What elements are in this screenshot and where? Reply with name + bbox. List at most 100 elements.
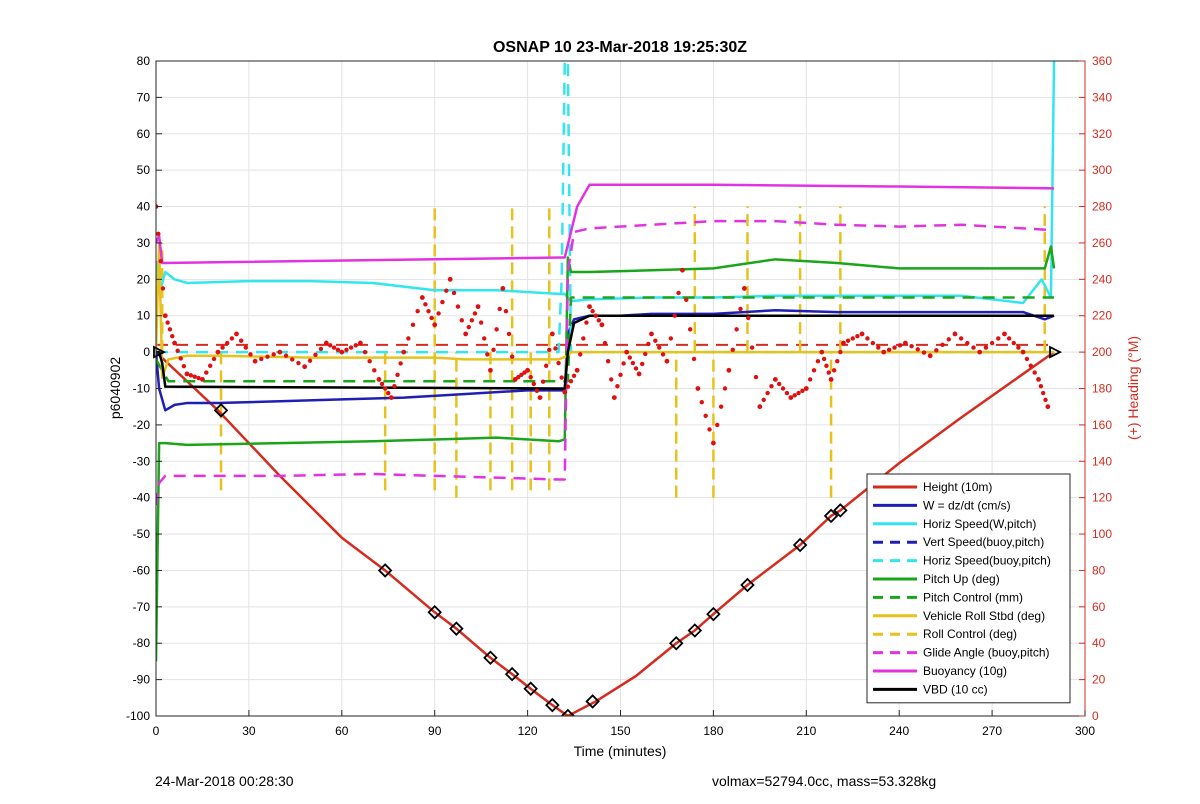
heading-point xyxy=(699,399,704,405)
dive-marker xyxy=(668,635,684,651)
heading-point xyxy=(331,345,337,350)
heading-point xyxy=(475,304,481,310)
series-line-1 xyxy=(156,309,1055,412)
heading-point xyxy=(220,345,225,350)
heading-point xyxy=(559,375,564,380)
heading-point xyxy=(965,340,970,346)
y2-tick-label: 0 xyxy=(1092,709,1099,723)
heading-point xyxy=(800,388,805,393)
heading-point xyxy=(855,333,860,339)
y-tick-label: -50 xyxy=(133,527,151,541)
heading-point xyxy=(897,343,903,348)
legend-label: Pitch Up (deg) xyxy=(923,572,1000,586)
heading-point xyxy=(1043,397,1048,403)
heading-point xyxy=(415,308,420,314)
dive-marker xyxy=(687,623,703,638)
legend-label: Horiz Speed(buoy,pitch) xyxy=(923,554,1051,568)
heading-point xyxy=(881,349,887,355)
heading-point xyxy=(859,331,865,337)
heading-point xyxy=(388,395,394,400)
y-tick-label: -100 xyxy=(126,709,150,723)
series-line-0 xyxy=(156,351,1055,716)
heading-point xyxy=(574,367,580,373)
heading-point xyxy=(398,361,403,366)
heading-point xyxy=(259,356,264,362)
heading-point xyxy=(803,386,809,391)
dive-marker xyxy=(833,503,848,518)
heading-point xyxy=(406,336,411,341)
heading-point xyxy=(1036,377,1041,382)
heading-point xyxy=(571,373,577,378)
heading-point xyxy=(769,384,774,389)
x-tick-label: 300 xyxy=(1075,724,1095,738)
plot-area xyxy=(153,61,1063,716)
legend-label: Pitch Control (mm) xyxy=(923,590,1023,604)
dive-marker xyxy=(377,563,393,578)
x-tick-label: 270 xyxy=(982,724,1002,738)
heading-point xyxy=(243,345,249,350)
heading-point xyxy=(983,345,989,350)
y-tick-label: 0 xyxy=(143,345,150,359)
heading-point xyxy=(819,349,825,355)
x-tick-label: 30 xyxy=(242,724,256,738)
heading-point xyxy=(436,311,441,316)
heading-point xyxy=(599,322,605,328)
y2-tick-label: 140 xyxy=(1092,454,1112,468)
heading-point xyxy=(1028,363,1034,368)
y2-tick-label: 180 xyxy=(1092,382,1112,396)
heading-point xyxy=(715,422,720,428)
heading-point xyxy=(494,327,499,332)
heading-point xyxy=(687,327,693,332)
heading-point xyxy=(556,360,561,366)
heading-point xyxy=(584,320,589,325)
heading-point xyxy=(653,338,658,343)
y2-tick-label: 340 xyxy=(1092,90,1112,104)
y-axis-label: p6040902 xyxy=(107,357,123,420)
heading-point xyxy=(609,377,614,382)
heading-point xyxy=(684,297,689,303)
heading-point xyxy=(664,358,670,364)
y-tick-label: 20 xyxy=(137,272,151,286)
heading-point xyxy=(372,368,377,373)
legend-label: Glide Angle (buoy,pitch) xyxy=(923,646,1050,660)
heading-point xyxy=(578,352,583,357)
heading-point xyxy=(165,320,170,325)
heading-point xyxy=(676,290,681,296)
heading-point xyxy=(229,336,235,341)
heading-point xyxy=(605,359,611,364)
heading-point xyxy=(777,381,782,387)
heading-point xyxy=(703,413,708,418)
heading-point xyxy=(587,304,592,310)
heading-point xyxy=(248,352,253,357)
heading-point xyxy=(215,349,221,355)
y-tick-label: 10 xyxy=(137,309,151,323)
y2-tick-label: 240 xyxy=(1092,272,1112,286)
heading-point xyxy=(826,370,831,375)
heading-point xyxy=(238,338,244,343)
heading-point xyxy=(335,347,341,353)
heading-point xyxy=(455,304,461,309)
heading-point xyxy=(395,372,400,378)
heading-point xyxy=(357,340,363,346)
heading-point xyxy=(265,354,270,359)
heading-point xyxy=(323,340,329,346)
heading-point xyxy=(741,286,747,291)
heading-point xyxy=(444,288,449,293)
heading-point xyxy=(162,313,168,319)
heading-point xyxy=(734,327,739,332)
heading-point xyxy=(531,381,536,387)
heading-point xyxy=(327,343,333,348)
heading-point xyxy=(636,371,642,377)
heading-point xyxy=(680,267,685,273)
heading-point xyxy=(796,390,801,396)
heading-point xyxy=(1045,404,1051,410)
heading-point xyxy=(158,258,163,264)
y-tick-label: 50 xyxy=(137,163,151,177)
x-tick-label: 240 xyxy=(889,724,909,738)
heading-point xyxy=(451,290,457,296)
heading-point xyxy=(615,384,620,389)
y-tick-label: 60 xyxy=(137,127,151,141)
legend-label: Vehicle Roll Stbd (deg) xyxy=(923,609,1045,623)
dive-marker xyxy=(427,605,442,620)
